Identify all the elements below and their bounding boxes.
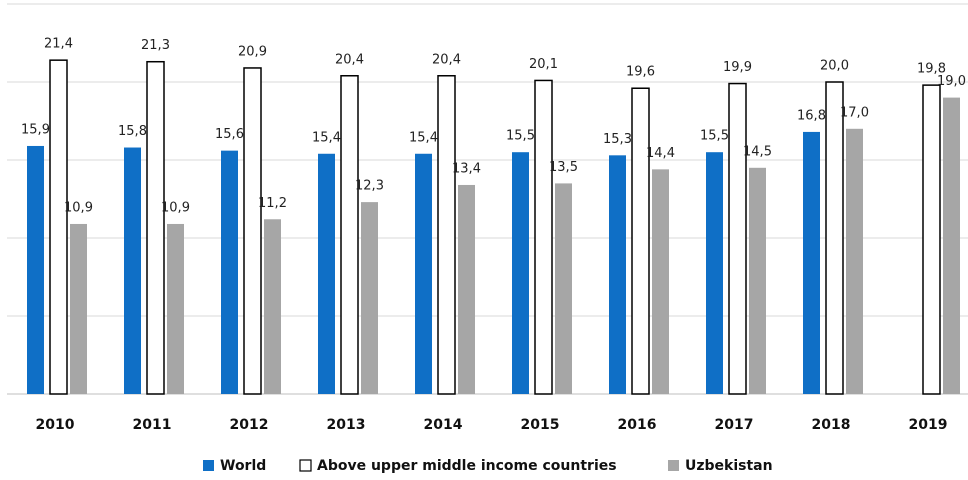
bar (70, 223, 87, 394)
data-label: 19,0 (937, 74, 966, 89)
bar (922, 84, 941, 395)
data-label: 15,5 (506, 129, 535, 144)
bar (340, 75, 359, 395)
bar (437, 75, 456, 395)
data-label: 14,5 (743, 144, 772, 159)
bar (146, 60, 165, 395)
data-label: 15,8 (118, 124, 147, 139)
data-label: 21,3 (141, 38, 170, 53)
legend-swatch (299, 459, 312, 472)
data-label: 15,3 (603, 132, 632, 147)
bar (124, 147, 141, 394)
bar (825, 81, 844, 395)
bar (631, 87, 650, 395)
legend-label: World (220, 458, 266, 474)
legend-label: Above upper middle income countries (317, 458, 617, 474)
data-label: 10,9 (64, 200, 93, 215)
bar (167, 223, 184, 394)
data-label: 16,8 (797, 108, 826, 123)
bar (512, 152, 529, 394)
data-label: 15,4 (312, 130, 341, 145)
data-label: 20,4 (335, 52, 364, 67)
bar (846, 128, 863, 395)
data-label: 19,9 (723, 60, 752, 75)
bar (318, 153, 335, 394)
bar (49, 59, 68, 395)
data-label: 11,2 (258, 196, 287, 211)
data-label: 19,6 (626, 65, 655, 80)
bar (728, 82, 747, 395)
x-tick-label: 2016 (618, 417, 657, 433)
legend-label: Uzbekistan (685, 458, 773, 474)
x-tick-label: 2019 (909, 417, 948, 433)
data-label: 12,3 (355, 179, 384, 194)
data-label: 10,9 (161, 200, 190, 215)
data-label: 17,0 (840, 105, 869, 120)
bar (361, 202, 378, 394)
data-label: 13,4 (452, 161, 481, 176)
bar (706, 152, 723, 394)
data-label: 13,5 (549, 160, 578, 175)
bar (943, 97, 960, 394)
legend-swatch (203, 460, 214, 471)
data-label: 15,6 (215, 127, 244, 142)
bar (415, 153, 432, 394)
data-label: 19,8 (917, 62, 946, 77)
data-label: 20,1 (529, 57, 558, 72)
bar (555, 183, 572, 394)
bar (243, 67, 262, 395)
x-tick-label: 2011 (133, 417, 172, 433)
data-label: 21,4 (44, 37, 73, 52)
x-tick-label: 2018 (812, 417, 851, 433)
bar (749, 167, 766, 394)
bar (458, 184, 475, 394)
data-label: 20,0 (820, 59, 849, 74)
x-tick-label: 2014 (424, 417, 463, 433)
x-tick-label: 2017 (715, 417, 754, 433)
bar (534, 79, 553, 395)
data-label: 15,4 (409, 130, 438, 145)
bar (803, 131, 820, 395)
bar (264, 219, 281, 394)
bar (609, 155, 626, 394)
x-tick-label: 2010 (36, 417, 75, 433)
x-tick-label: 2015 (521, 417, 560, 433)
x-tick-label: 2012 (230, 417, 269, 433)
bar (27, 145, 44, 394)
bar (652, 169, 669, 394)
data-label: 20,9 (238, 44, 267, 59)
data-label: 15,9 (21, 122, 50, 137)
bar (221, 150, 238, 394)
x-tick-label: 2013 (327, 417, 366, 433)
data-label: 14,4 (646, 146, 675, 161)
data-label: 20,4 (432, 52, 461, 67)
data-label: 15,5 (700, 129, 729, 144)
legend-swatch (668, 460, 679, 471)
